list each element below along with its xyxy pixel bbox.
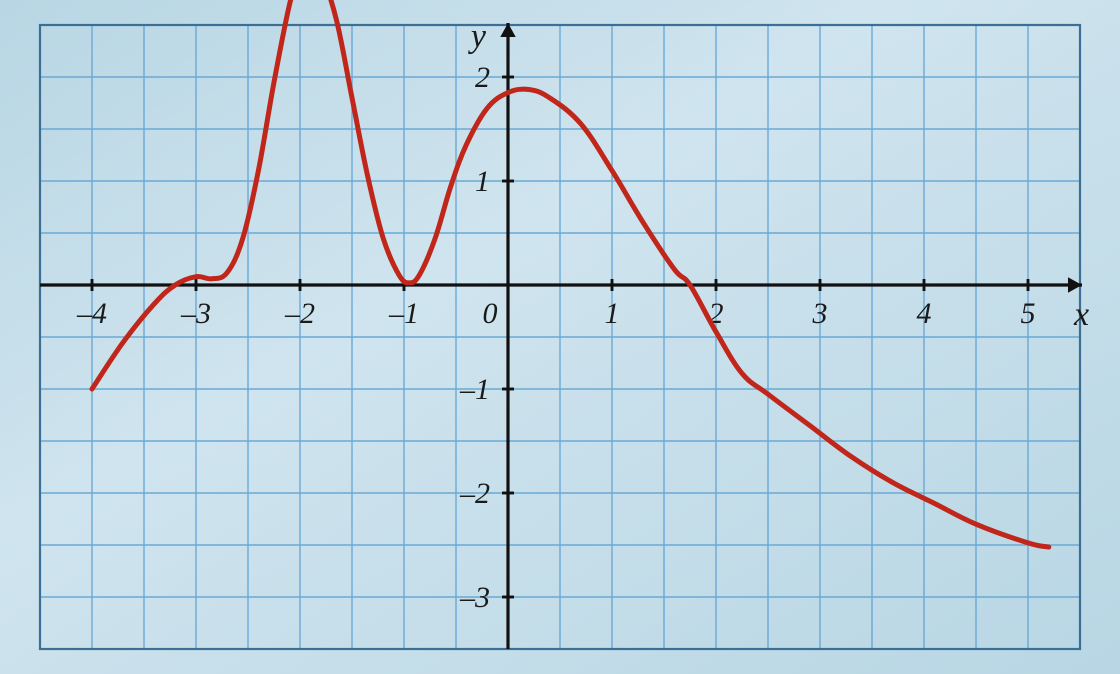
x-tick-label: –4 bbox=[76, 297, 107, 330]
grid bbox=[40, 25, 1080, 649]
x-tick-label: 1 bbox=[605, 297, 620, 330]
y-axis-label: y bbox=[468, 18, 487, 55]
y-tick-label: –2 bbox=[459, 477, 490, 510]
y-tick-label: –3 bbox=[459, 581, 490, 614]
x-tick-label: –1 bbox=[388, 297, 419, 330]
x-tick-label: –2 bbox=[284, 297, 315, 330]
x-tick-label: 4 bbox=[917, 297, 932, 330]
x-tick-label: 3 bbox=[812, 297, 828, 330]
chart-container: –4–3–2–1012345321–1–2–3yx bbox=[0, 0, 1120, 674]
x-tick-label: 0 bbox=[483, 297, 498, 330]
x-tick-label: 5 bbox=[1021, 297, 1036, 330]
x-axis-label: x bbox=[1073, 296, 1089, 333]
y-tick-label: –1 bbox=[459, 373, 490, 406]
chart-svg: –4–3–2–1012345321–1–2–3yx bbox=[0, 0, 1120, 674]
y-tick-label: 1 bbox=[475, 165, 490, 198]
x-tick-label: –3 bbox=[180, 297, 211, 330]
y-tick-label: 2 bbox=[475, 61, 490, 94]
